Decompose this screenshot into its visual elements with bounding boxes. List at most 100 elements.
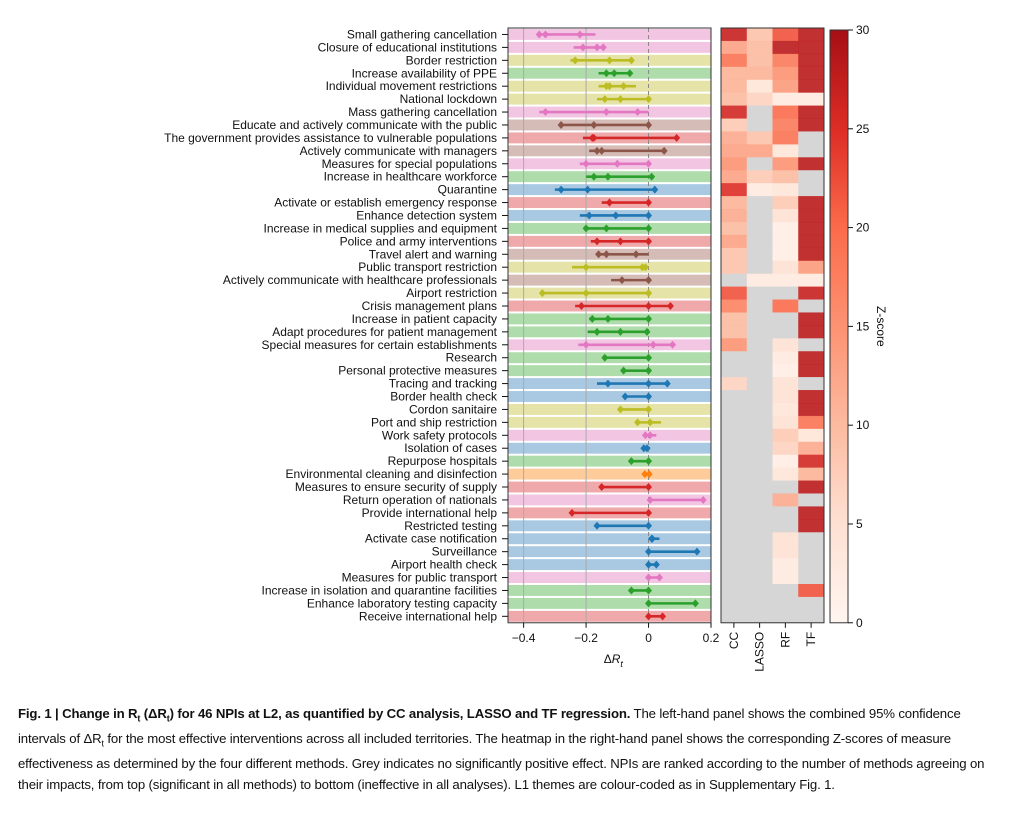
caption-title: Fig. 1 | Change in Rt (ΔRt) for 46 NPIs … — [18, 706, 631, 724]
point-marker — [598, 483, 606, 492]
heatmap-cell — [772, 609, 799, 624]
row-band — [508, 41, 711, 53]
point-marker — [646, 431, 654, 440]
row-label: Personal protective measures — [338, 364, 497, 378]
point-marker — [598, 146, 606, 155]
point-marker — [612, 211, 620, 220]
point-marker — [645, 301, 653, 310]
heatmap-cell — [721, 247, 748, 262]
point-marker — [582, 289, 590, 298]
heatmap-cell — [721, 105, 748, 119]
heatmap-frame — [720, 27, 825, 624]
row-label: Restricted testing — [404, 519, 497, 533]
point-marker — [645, 612, 653, 621]
heatmap-cell — [721, 609, 748, 624]
heatmap-cell — [772, 144, 799, 158]
heatmap-cell — [746, 558, 773, 572]
heatmap-cell — [721, 415, 748, 430]
point-marker — [646, 418, 654, 427]
point-marker — [634, 418, 642, 427]
heatmap-cell — [772, 105, 799, 119]
heatmap-cell — [772, 596, 799, 611]
row-band — [508, 468, 711, 480]
row-band — [508, 584, 711, 596]
heatmap-cell — [746, 170, 773, 184]
heatmap-cell — [772, 390, 799, 404]
column-label: CC — [727, 631, 741, 649]
point-marker — [645, 198, 653, 207]
heatmap-cell — [772, 196, 799, 210]
heatmap-cell — [746, 196, 773, 210]
point-marker — [593, 521, 601, 530]
point-marker — [582, 263, 590, 272]
row-band — [508, 546, 711, 558]
colorbar: 0 5 10 15 20 25 30 Z-score — [829, 23, 888, 630]
heatmap-cell — [772, 454, 799, 468]
heatmap-cell — [721, 286, 748, 300]
plot-frame — [507, 27, 712, 624]
heatmap-cell — [746, 247, 773, 262]
point-marker — [606, 198, 613, 207]
heatmap-cell — [721, 221, 748, 236]
heatmap-cell — [798, 415, 825, 430]
point-marker — [693, 547, 701, 556]
heatmap-cell — [798, 571, 825, 585]
heatmap-cell — [772, 234, 799, 249]
point-marker — [699, 495, 707, 504]
row-label: Enhance laboratory testing capacity — [307, 596, 497, 610]
heatmap: CC LASSO RF TF — [720, 27, 825, 672]
heatmap-cell — [746, 441, 773, 455]
heatmap-cell — [798, 118, 825, 132]
heatmap-cell — [798, 558, 825, 572]
row-label: Return operation of nationals — [343, 493, 497, 507]
heatmap-cell — [798, 506, 825, 520]
point-marker — [645, 353, 653, 362]
row-label: Crisis management plans — [362, 299, 497, 313]
point-marker — [620, 366, 628, 375]
heatmap-cell — [798, 596, 825, 611]
heatmap-cell — [798, 234, 825, 249]
row-band — [508, 559, 711, 571]
heatmap-cell — [746, 260, 773, 274]
point-marker — [645, 547, 653, 556]
heatmap-cell — [772, 66, 799, 81]
point-marker — [576, 30, 584, 39]
point-marker — [621, 392, 629, 401]
heatmap-cell — [721, 260, 748, 274]
point-marker — [582, 340, 590, 349]
heatmap-cell — [772, 441, 799, 455]
heatmap-cell — [721, 118, 748, 132]
heatmap-cell — [746, 519, 773, 533]
heatmap-cell — [772, 351, 799, 365]
point-marker — [601, 353, 609, 362]
point-marker — [601, 95, 609, 104]
heatmap-cell — [772, 157, 799, 171]
point-marker — [604, 172, 612, 181]
point-marker — [655, 573, 663, 582]
point-marker — [584, 185, 592, 194]
heatmap-cell — [798, 532, 825, 546]
heatmap-cell — [798, 66, 825, 81]
heatmap-cell — [798, 260, 825, 274]
heatmap-cell — [772, 53, 799, 68]
heatmap-cell — [772, 299, 799, 313]
row-band — [508, 29, 711, 40]
point-marker — [645, 120, 653, 129]
x-tick-label: 0.2 — [703, 631, 720, 645]
heatmap-cell — [772, 170, 799, 184]
row-band — [508, 572, 711, 583]
heatmap-cell — [772, 260, 799, 274]
heatmap-cell — [798, 28, 825, 42]
heatmap-cell — [746, 351, 773, 365]
caption-text: The left-hand panel shows the combined 9… — [18, 706, 961, 747]
row-label: Adapt procedures for patient management — [272, 325, 497, 339]
heatmap-cell — [721, 312, 748, 326]
row-label: Tracing and tracking — [389, 377, 497, 391]
column-label: TF — [804, 632, 818, 647]
row-label: Research — [446, 351, 497, 365]
point-marker — [645, 379, 653, 388]
point-marker — [541, 30, 549, 39]
colorbar-tick-label: 30 — [856, 23, 870, 37]
heatmap-cell — [798, 40, 825, 55]
figure-caption: Fig. 1 | Change in Rt (ΔRt) for 46 NPIs … — [18, 706, 985, 792]
